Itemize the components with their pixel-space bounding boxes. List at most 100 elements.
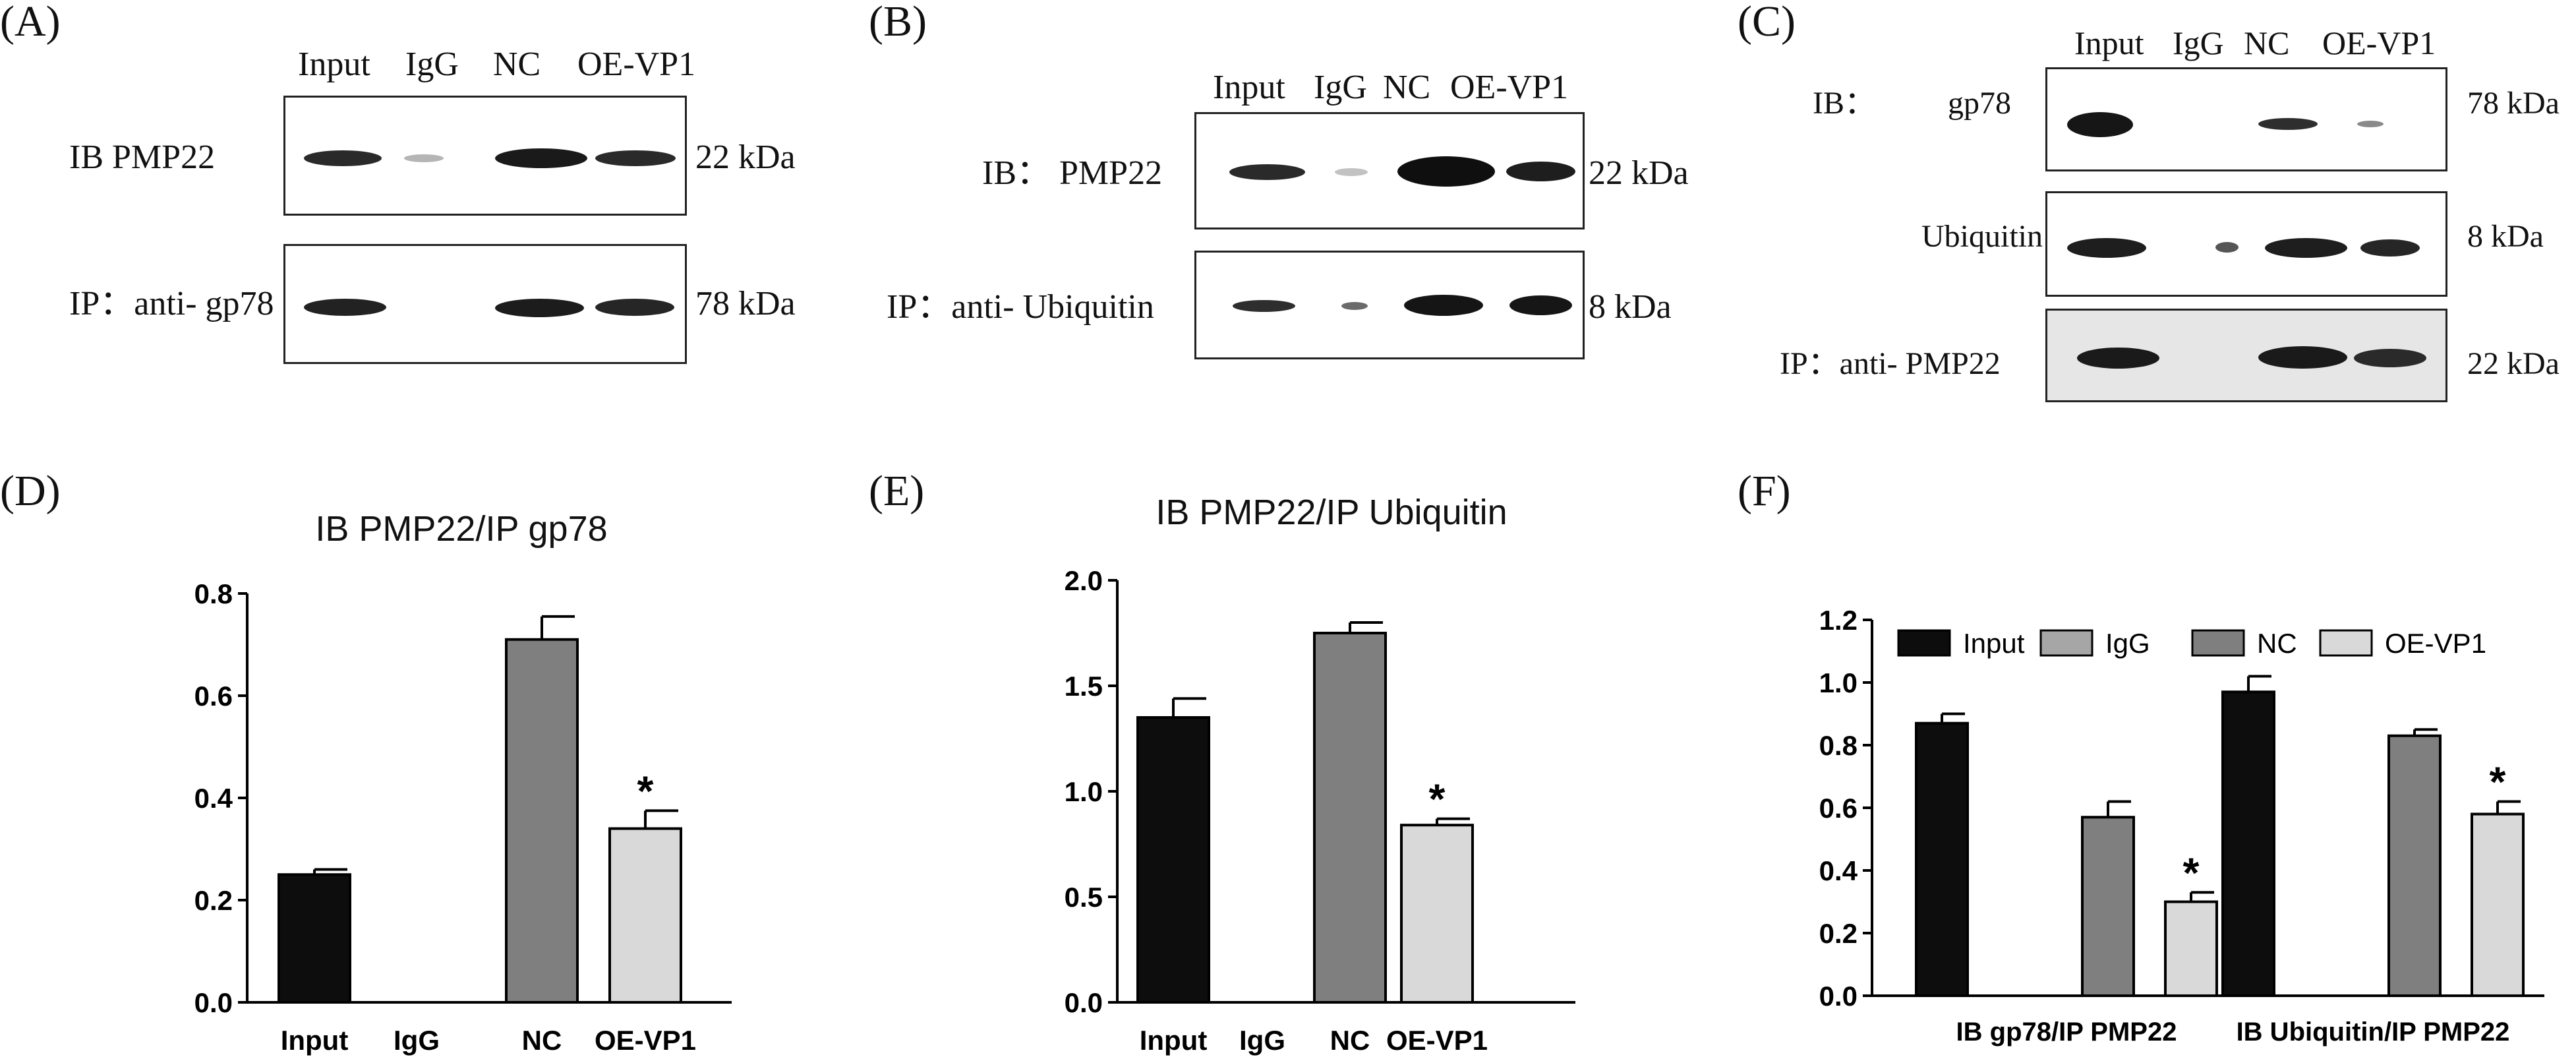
blot-band xyxy=(2077,348,2159,369)
legend-label: IgG xyxy=(2105,628,2150,659)
blot-membrane xyxy=(1194,251,1585,359)
blot-row-label: IB： PMP22 xyxy=(982,154,1163,192)
molecular-weight-label: 22 kDa xyxy=(2467,346,2560,381)
bar xyxy=(2471,812,2525,997)
bar xyxy=(2081,816,2135,997)
ib-prefix-label: IB： xyxy=(1813,86,1877,121)
blot-band xyxy=(1341,302,1368,310)
x-tick-label: IB gp78/IP PMP22 xyxy=(1956,1017,2177,1047)
y-tick-label: 0.5 xyxy=(1065,882,1103,913)
blot-band xyxy=(595,150,676,166)
panel-letter-c: (C) xyxy=(1738,0,1796,46)
blot-band xyxy=(1229,164,1305,180)
bar xyxy=(608,827,682,1004)
bar xyxy=(1136,716,1210,1004)
blot-band xyxy=(1506,162,1575,181)
chart-title: IB PMP22/IP Ubiquitin xyxy=(1156,493,1507,532)
blot-band xyxy=(2357,121,2384,127)
blot-band xyxy=(495,299,584,317)
blot-band xyxy=(2354,349,2426,367)
panel-letter-e: (E) xyxy=(869,467,925,515)
lane-label-input: Input xyxy=(2074,24,2144,61)
significance-asterisk: * xyxy=(2490,758,2506,806)
molecular-weight-label: 22 kDa xyxy=(695,138,796,176)
blot-band xyxy=(304,299,386,316)
chart-title: IB PMP22/IP gp78 xyxy=(315,509,607,549)
legend-label: NC xyxy=(2257,628,2297,659)
molecular-weight-label: 78 kDa xyxy=(695,285,796,322)
x-tick-label: Input xyxy=(281,1025,349,1056)
blot-band xyxy=(2067,238,2146,258)
lane-label-nc: NC xyxy=(493,46,541,83)
y-tick-label: 0.4 xyxy=(194,783,233,814)
blot-band xyxy=(404,154,444,162)
x-tick-label: IgG xyxy=(1239,1025,1285,1056)
y-tick-label: 1.5 xyxy=(1065,671,1103,702)
blot-band xyxy=(1404,295,1483,316)
panel-letter-d: (D) xyxy=(0,467,61,515)
blot-membrane xyxy=(283,96,687,216)
significance-asterisk: * xyxy=(2183,849,2200,896)
blot-band xyxy=(2265,238,2347,258)
bar xyxy=(1313,632,1387,1004)
blot-band xyxy=(2067,112,2133,137)
legend-label: Input xyxy=(1963,628,2025,659)
significance-asterisk: * xyxy=(637,767,654,814)
blot-band xyxy=(1509,295,1572,315)
significance-asterisk: * xyxy=(1429,775,1446,823)
y-tick-label: 0.0 xyxy=(194,987,233,1018)
lane-label-oe-vp1: OE-VP1 xyxy=(577,46,696,83)
y-tick-label: 0.8 xyxy=(194,578,233,609)
blot-row-label: gp78 xyxy=(1948,86,2011,121)
y-tick-label: 0.0 xyxy=(1065,987,1103,1018)
legend-swatch xyxy=(2319,629,2373,657)
legend-swatch xyxy=(1897,629,1951,657)
x-tick-label: IgG xyxy=(394,1025,440,1056)
blot-row-label: IP：anti- PMP22 xyxy=(1780,346,2001,381)
blot-band xyxy=(304,150,382,166)
lane-label-nc: NC xyxy=(2244,24,2290,61)
y-tick-label: 1.2 xyxy=(1819,605,1858,636)
y-tick-label: 1.0 xyxy=(1819,667,1858,698)
blot-row-label: IP：anti- Ubiquitin xyxy=(887,288,1154,326)
lane-label-input: Input xyxy=(1213,69,1285,106)
blot-band xyxy=(495,148,587,168)
blot-membrane xyxy=(2045,309,2447,402)
lane-label-igg: IgG xyxy=(1314,69,1367,106)
blot-band xyxy=(2258,346,2347,369)
y-tick-label: 0.6 xyxy=(1819,793,1858,824)
blot-band xyxy=(595,299,674,316)
blot-membrane xyxy=(2045,191,2447,297)
y-tick-label: 0.2 xyxy=(1819,918,1858,949)
y-tick-label: 0.0 xyxy=(1819,981,1858,1012)
molecular-weight-label: 78 kDa xyxy=(2467,86,2560,121)
y-tick-label: 0.2 xyxy=(194,885,233,916)
blot-row-label: Ubiquitin xyxy=(1921,219,2043,254)
blot-membrane xyxy=(2045,67,2447,171)
blot-band xyxy=(2258,118,2318,130)
y-tick-label: 0.4 xyxy=(1819,855,1858,886)
y-tick-label: 0.6 xyxy=(194,681,233,712)
x-tick-label: IB Ubiquitin/IP PMP22 xyxy=(2237,1017,2510,1047)
lane-label-igg: IgG xyxy=(2173,24,2224,61)
blot-row-label: IP：anti- gp78 xyxy=(69,285,274,322)
y-tick-label: 0.8 xyxy=(1819,730,1858,761)
panel-letter-f: (F) xyxy=(1738,467,1791,515)
bar xyxy=(2164,900,2218,997)
panel-letter-a: (A) xyxy=(0,0,61,46)
panel-letter-b: (B) xyxy=(869,0,927,46)
x-tick-label: NC xyxy=(1330,1025,1370,1056)
x-tick-label: NC xyxy=(522,1025,562,1056)
bar xyxy=(2387,734,2442,997)
lane-label-oe-vp1: OE-VP1 xyxy=(1450,69,1569,106)
blot-row-label: IB PMP22 xyxy=(69,138,216,176)
bar xyxy=(1915,721,1969,997)
bar-chart-e: IB PMP22/IP Ubiquitin 0.0 0.5 1.0 1.5 2.0 Inpu… xyxy=(1065,493,1575,1056)
molecular-weight-label: 8 kDa xyxy=(2467,219,2544,254)
legend-swatch xyxy=(2191,629,2245,657)
x-tick-label: OE-VP1 xyxy=(1386,1025,1488,1056)
lane-label-nc: NC xyxy=(1383,69,1431,106)
y-tick-label: 2.0 xyxy=(1065,565,1103,596)
bar xyxy=(1400,824,1474,1004)
